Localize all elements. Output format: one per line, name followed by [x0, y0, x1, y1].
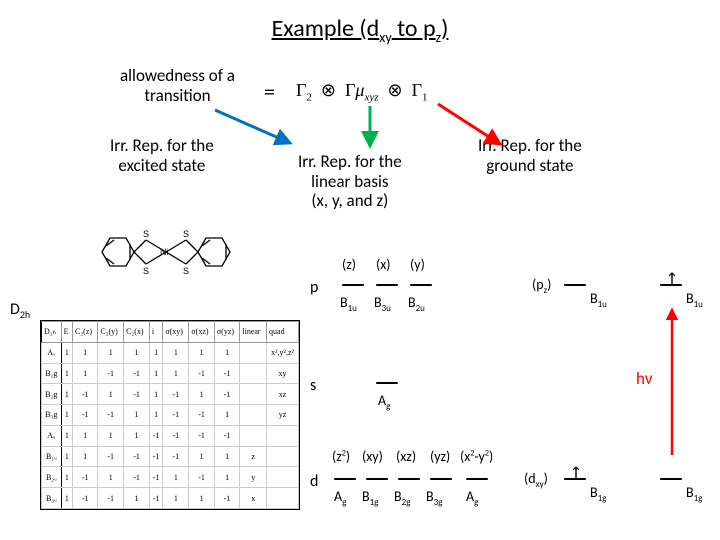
svg-text:S: S: [143, 229, 149, 239]
p-b1u: B1u: [340, 294, 357, 314]
dxy-electron-icon: [573, 466, 579, 480]
p-line-2: [376, 284, 398, 286]
arrow-red: [438, 104, 500, 144]
dxy-label: (dxy): [524, 470, 548, 490]
dxy-b1g-left: B1g: [590, 484, 606, 504]
d-line-2: [366, 478, 388, 480]
d-line-4: [430, 478, 452, 480]
d2h-d: D: [10, 300, 20, 319]
pz-line-left: [564, 284, 586, 286]
d-ag2: Ag: [466, 488, 478, 508]
pz-b1u-left: B1u: [590, 290, 607, 310]
p-z: (z): [342, 256, 356, 273]
s-line: [376, 382, 398, 384]
pz-b1u-right: B1u: [686, 290, 703, 310]
d-z2: (z2): [332, 448, 350, 465]
svg-text:S: S: [143, 266, 149, 276]
orb-p-label: p: [310, 278, 318, 297]
p-y: (y): [410, 256, 425, 273]
d-line-1: [334, 478, 356, 480]
d-line-5: [466, 478, 488, 480]
orb-s-label: s: [310, 376, 316, 395]
orb-d-label: d: [310, 472, 318, 491]
arrow-blue: [215, 110, 290, 143]
d-ag1: Ag: [334, 488, 346, 508]
molecule-icon: S S S S Ni: [96, 222, 236, 282]
d2h-symbol: D2h: [10, 300, 30, 321]
character-table: D₂ₕEC₂(z)C₂(y)C₂(x)iσ(xy)σ(xz)σ(yz)linea…: [40, 320, 300, 510]
dxy-b1g-right: B1g: [686, 484, 702, 504]
p-b2u: B2u: [408, 294, 425, 314]
d-line-3: [398, 478, 420, 480]
d-b3g: B3g: [426, 488, 442, 508]
d-yz: (yz): [430, 448, 450, 465]
d-xy: (xy): [362, 448, 383, 465]
d-b2g: B2g: [394, 488, 410, 508]
dxy-line-right: [660, 478, 682, 480]
s-ag: Ag: [378, 392, 390, 412]
pz-label: (pz): [532, 276, 551, 296]
pz-electron-icon: [669, 272, 675, 286]
d-b1g: B1g: [362, 488, 378, 508]
d-xz: (xz): [396, 448, 416, 465]
hv-label: hν: [636, 368, 653, 389]
svg-text:S: S: [183, 229, 189, 239]
svg-text:S: S: [183, 266, 189, 276]
svg-text:Ni: Ni: [160, 247, 169, 257]
p-line-1: [342, 284, 364, 286]
p-line-3: [410, 284, 432, 286]
d-x2y2: (x2-y2): [460, 448, 493, 465]
p-x: (x): [376, 256, 391, 273]
d2h-sub: 2h: [20, 308, 30, 321]
p-b3u: B3u: [374, 294, 391, 314]
